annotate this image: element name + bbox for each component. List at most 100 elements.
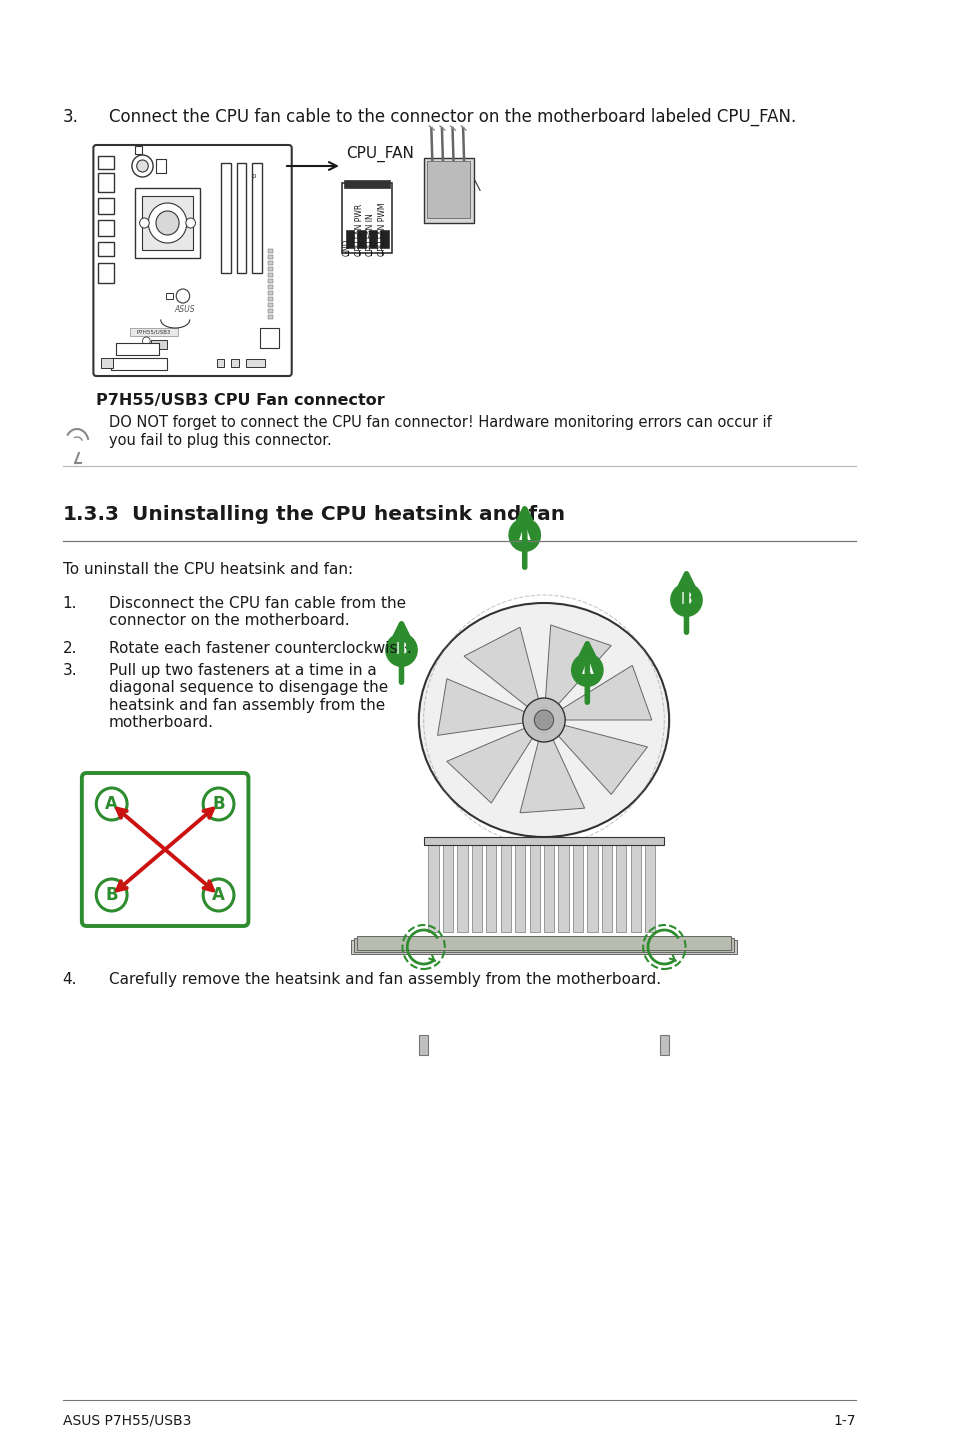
Bar — [268, 298, 274, 301]
Circle shape — [203, 788, 233, 820]
Bar — [442, 837, 453, 932]
FancyBboxPatch shape — [82, 774, 248, 926]
Bar — [259, 328, 279, 348]
Bar — [369, 230, 377, 247]
Circle shape — [96, 879, 127, 912]
Bar — [98, 242, 113, 256]
Bar — [351, 940, 736, 953]
Text: B: B — [212, 795, 225, 812]
Text: 1.3.3: 1.3.3 — [63, 505, 119, 523]
Circle shape — [203, 879, 233, 912]
Bar — [630, 837, 640, 932]
Bar — [268, 262, 274, 265]
Text: Carefully remove the heatsink and fan assembly from the motherboard.: Carefully remove the heatsink and fan as… — [109, 972, 660, 986]
Text: CPU FAN IN: CPU FAN IN — [366, 213, 375, 256]
Bar — [142, 196, 193, 250]
Bar — [616, 837, 626, 932]
Bar — [423, 837, 663, 846]
Circle shape — [132, 155, 152, 177]
Circle shape — [570, 653, 603, 687]
Text: 3.: 3. — [63, 108, 78, 127]
Bar — [268, 267, 274, 270]
Bar — [245, 360, 265, 367]
Bar — [268, 273, 274, 278]
Circle shape — [186, 219, 195, 229]
Text: 2.: 2. — [63, 641, 77, 656]
Circle shape — [385, 633, 417, 667]
Text: To uninstall the CPU heatsink and fan:: To uninstall the CPU heatsink and fan: — [63, 562, 353, 577]
Text: CPU FAN PWM: CPU FAN PWM — [377, 203, 386, 256]
Polygon shape — [519, 738, 584, 812]
Circle shape — [142, 336, 150, 345]
Bar — [98, 220, 113, 236]
Bar — [231, 360, 238, 367]
Text: B: B — [395, 643, 407, 657]
Bar — [423, 158, 474, 223]
Text: Connect the CPU fan cable to the connector on the motherboard labeled CPU_FAN.: Connect the CPU fan cable to the connect… — [109, 108, 795, 127]
Bar — [268, 285, 274, 289]
Bar — [98, 173, 113, 193]
Text: A: A — [105, 795, 118, 812]
Bar — [134, 147, 142, 154]
Bar — [486, 837, 496, 932]
Bar — [428, 837, 438, 932]
Circle shape — [155, 211, 179, 234]
Polygon shape — [545, 626, 611, 706]
Bar — [543, 837, 554, 932]
Bar — [529, 837, 539, 932]
Bar — [418, 1035, 428, 1055]
Bar — [601, 837, 611, 932]
Bar — [166, 293, 173, 299]
Polygon shape — [446, 728, 533, 802]
Circle shape — [176, 289, 190, 303]
Text: Disconnect the CPU fan cable from the
connector on the motherboard.: Disconnect the CPU fan cable from the co… — [109, 595, 405, 628]
Text: P7H55/USB3 CPU Fan connector: P7H55/USB3 CPU Fan connector — [96, 393, 385, 408]
Text: GND: GND — [343, 239, 352, 256]
Text: you fail to plug this connector.: you fail to plug this connector. — [109, 433, 332, 449]
Bar — [130, 328, 178, 336]
Bar — [644, 837, 655, 932]
Bar — [115, 344, 159, 355]
Bar — [380, 230, 389, 247]
Circle shape — [139, 219, 149, 229]
Bar — [236, 162, 246, 273]
Bar — [101, 358, 112, 368]
Bar — [427, 161, 470, 219]
Bar — [134, 188, 200, 257]
Circle shape — [96, 788, 127, 820]
Text: B: B — [679, 592, 692, 607]
Text: CPU_FAN: CPU_FAN — [346, 145, 414, 162]
Bar — [345, 230, 354, 247]
Text: ASUS P7H55/USB3: ASUS P7H55/USB3 — [63, 1414, 191, 1428]
Text: P7H55/USB3: P7H55/USB3 — [136, 329, 171, 335]
Bar — [268, 303, 274, 306]
Polygon shape — [560, 666, 651, 720]
FancyBboxPatch shape — [93, 145, 292, 375]
Text: 3.: 3. — [63, 663, 77, 677]
Circle shape — [534, 710, 553, 731]
Text: Uninstalling the CPU heatsink and fan: Uninstalling the CPU heatsink and fan — [132, 505, 564, 523]
Bar — [98, 198, 113, 214]
Text: 4.: 4. — [63, 972, 77, 986]
Text: ASUS: ASUS — [174, 305, 195, 315]
Bar — [268, 255, 274, 259]
Bar — [472, 837, 481, 932]
Polygon shape — [463, 627, 538, 707]
Bar — [221, 162, 231, 273]
Bar — [155, 160, 166, 173]
Text: 1-7: 1-7 — [833, 1414, 855, 1428]
Bar — [268, 249, 274, 253]
Text: 1.: 1. — [63, 595, 77, 611]
Bar — [268, 309, 274, 313]
Bar — [659, 1035, 668, 1055]
Bar — [268, 290, 274, 295]
Bar — [343, 180, 390, 188]
Text: A: A — [580, 663, 593, 677]
Text: Rotate each fastener counterclockwise.: Rotate each fastener counterclockwise. — [109, 641, 412, 656]
Circle shape — [148, 203, 187, 243]
Circle shape — [508, 518, 540, 552]
Bar — [268, 315, 274, 319]
Bar — [98, 155, 113, 170]
Text: A: A — [212, 886, 225, 905]
Circle shape — [522, 697, 564, 742]
